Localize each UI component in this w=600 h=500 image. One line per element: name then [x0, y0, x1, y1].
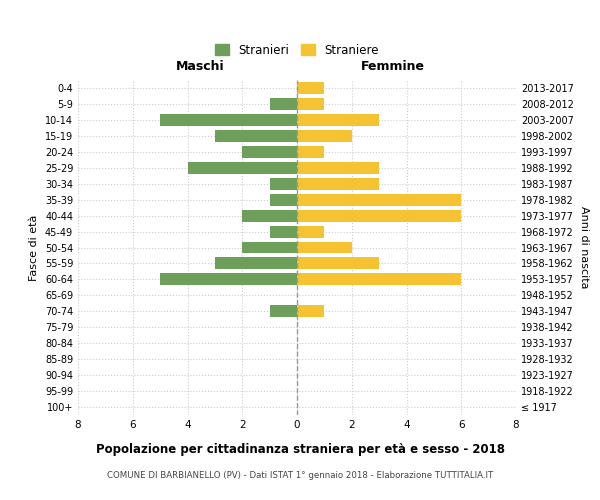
Bar	[269, 194, 297, 205]
Bar	[160, 114, 297, 126]
Bar	[160, 274, 297, 285]
Bar	[297, 146, 325, 158]
Bar	[242, 146, 297, 158]
Bar	[297, 194, 461, 205]
Bar	[297, 242, 352, 254]
Text: Popolazione per cittadinanza straniera per età e sesso - 2018: Popolazione per cittadinanza straniera p…	[95, 442, 505, 456]
Bar	[269, 178, 297, 190]
Bar	[215, 258, 297, 270]
Legend: Stranieri, Straniere: Stranieri, Straniere	[210, 39, 384, 62]
Bar	[297, 114, 379, 126]
Bar	[297, 258, 379, 270]
Bar	[297, 210, 461, 222]
Text: Femmine: Femmine	[361, 60, 425, 74]
Bar	[297, 178, 379, 190]
Bar	[269, 98, 297, 110]
Bar	[297, 98, 325, 110]
Bar	[242, 210, 297, 222]
Y-axis label: Anni di nascita: Anni di nascita	[579, 206, 589, 289]
Text: COMUNE DI BARBIANELLO (PV) - Dati ISTAT 1° gennaio 2018 - Elaborazione TUTTITALI: COMUNE DI BARBIANELLO (PV) - Dati ISTAT …	[107, 471, 493, 480]
Bar	[297, 82, 325, 94]
Bar	[269, 306, 297, 318]
Bar	[297, 274, 461, 285]
Bar	[297, 226, 325, 237]
Bar	[215, 130, 297, 142]
Bar	[269, 226, 297, 237]
Bar	[187, 162, 297, 173]
Bar	[242, 242, 297, 254]
Text: Maschi: Maschi	[176, 60, 225, 74]
Bar	[297, 306, 325, 318]
Y-axis label: Fasce di età: Fasce di età	[29, 214, 39, 280]
Bar	[297, 130, 352, 142]
Bar	[297, 162, 379, 173]
